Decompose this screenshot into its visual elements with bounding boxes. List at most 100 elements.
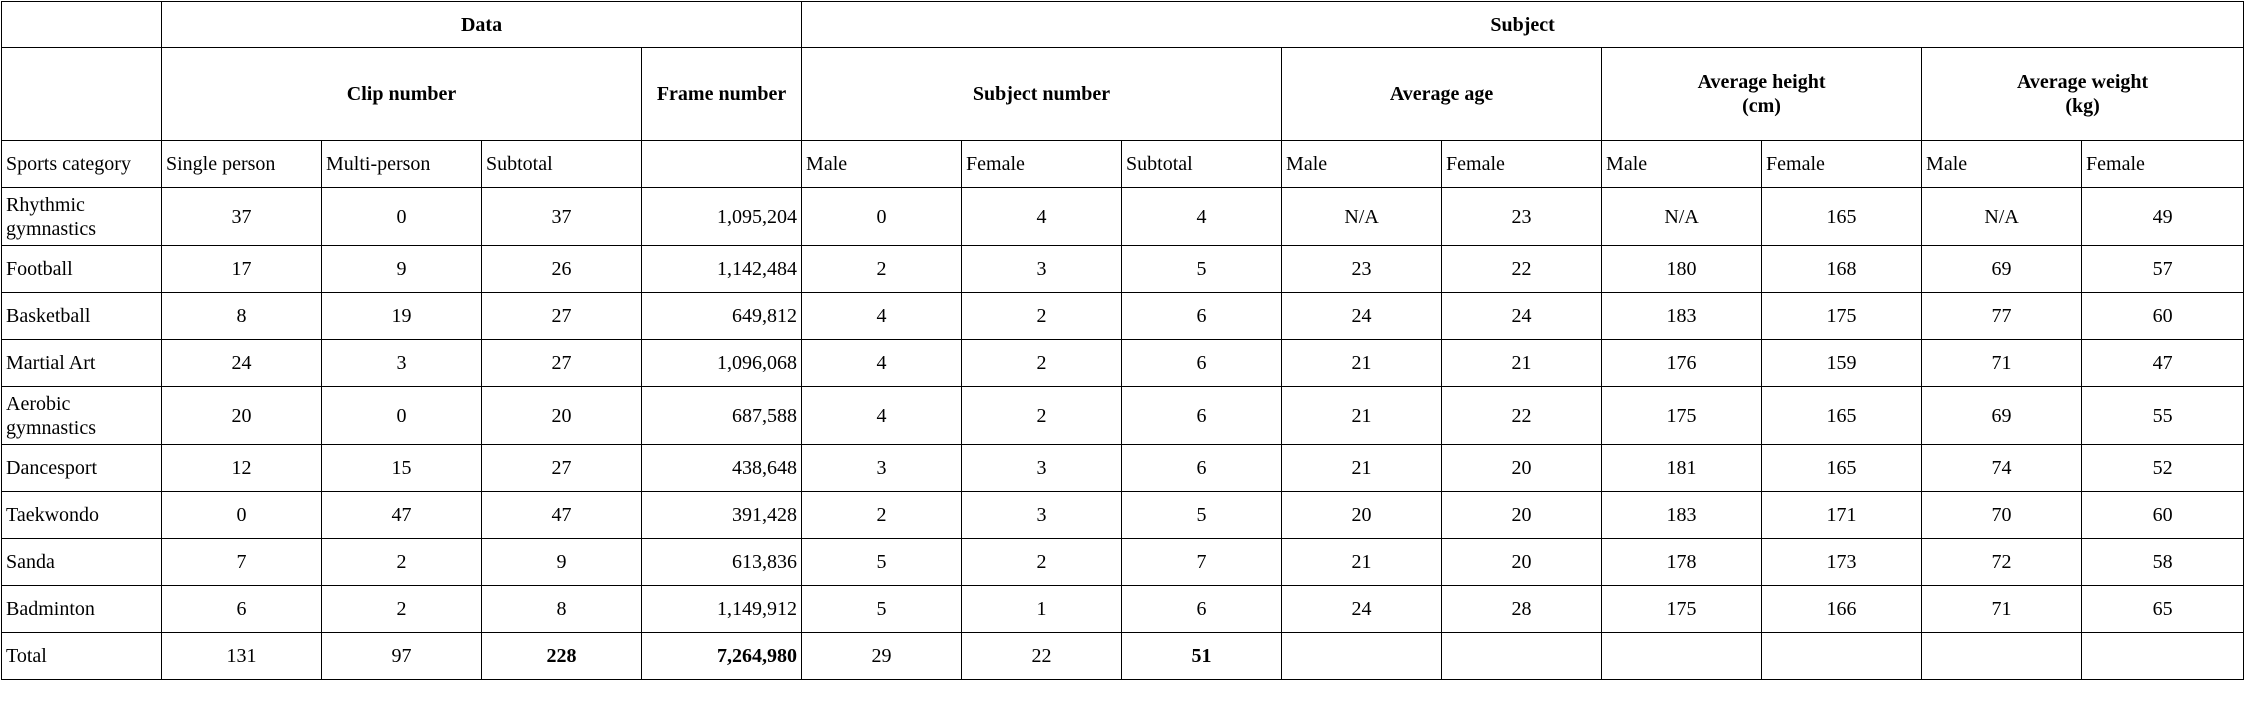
cell-age-female: 23 bbox=[1441, 187, 1603, 246]
cell-total-subtotal: 228 bbox=[481, 632, 642, 680]
cell-weight-female: 60 bbox=[2081, 491, 2244, 539]
cell-single: 0 bbox=[161, 491, 322, 539]
cell-multi: 47 bbox=[321, 491, 482, 539]
cell-single: 12 bbox=[161, 444, 322, 492]
cell-multi: 2 bbox=[321, 538, 482, 586]
header-weight-male: Male bbox=[1921, 140, 2083, 188]
cell-weight-male: 71 bbox=[1921, 585, 2083, 633]
cell-subj-subtotal: 6 bbox=[1121, 585, 1283, 633]
cell-height-female: 166 bbox=[1761, 585, 1923, 633]
cell-age-male: 21 bbox=[1281, 444, 1443, 492]
header-clip-number: Clip number bbox=[161, 47, 642, 141]
table-row: Taekwondo 0 47 47 391,428 2 3 5 20 20 18… bbox=[1, 491, 2244, 539]
cell-category: Rhythmic gymnastics bbox=[1, 187, 162, 246]
cell-total-subj-subtotal: 51 bbox=[1121, 632, 1283, 680]
cell-category: Football bbox=[1, 245, 162, 293]
header-single-person: Single person bbox=[161, 140, 322, 188]
cell-subj-male: 4 bbox=[801, 339, 963, 387]
cell-frames: 438,648 bbox=[640, 444, 803, 492]
cell-multi: 19 bbox=[321, 292, 482, 340]
header-average-height: Average height (cm) bbox=[1601, 47, 1923, 141]
empty-total-cell bbox=[1601, 632, 1763, 680]
cell-subj-male: 5 bbox=[801, 585, 963, 633]
cell-height-female: 165 bbox=[1761, 444, 1923, 492]
cell-height-male: 175 bbox=[1601, 585, 1763, 633]
cell-age-male: N/A bbox=[1281, 187, 1443, 246]
header-multi-person: Multi-person bbox=[321, 140, 482, 188]
cell-age-male: 20 bbox=[1281, 491, 1443, 539]
header-subject-subtotal: Subtotal bbox=[1121, 140, 1283, 188]
cell-subj-female: 1 bbox=[961, 585, 1123, 633]
cell-weight-male: 77 bbox=[1921, 292, 2083, 340]
cell-subj-male: 2 bbox=[801, 245, 963, 293]
cell-multi: 15 bbox=[321, 444, 482, 492]
cell-frames: 1,096,068 bbox=[640, 339, 803, 387]
table-row: Rhythmic gymnastics 37 0 37 1,095,204 0 … bbox=[1, 187, 2244, 246]
cell-weight-female: 60 bbox=[2081, 292, 2244, 340]
header-age-male: Male bbox=[1281, 140, 1443, 188]
cell-subj-male: 4 bbox=[801, 386, 963, 445]
header-subject: Subject bbox=[801, 1, 2244, 48]
empty-corner-cell bbox=[1, 1, 162, 48]
cell-category: Martial Art bbox=[1, 339, 162, 387]
cell-weight-female: 57 bbox=[2081, 245, 2244, 293]
cell-height-female: 173 bbox=[1761, 538, 1923, 586]
cell-subj-male: 3 bbox=[801, 444, 963, 492]
cell-total-multi: 97 bbox=[321, 632, 482, 680]
empty-total-cell bbox=[1921, 632, 2083, 680]
cell-age-female: 22 bbox=[1441, 245, 1603, 293]
cell-weight-male: 70 bbox=[1921, 491, 2083, 539]
empty-corner-cell bbox=[1, 47, 162, 141]
cell-weight-female: 49 bbox=[2081, 187, 2244, 246]
cell-weight-male: 74 bbox=[1921, 444, 2083, 492]
cell-subtotal: 20 bbox=[481, 386, 642, 445]
cell-category: Badminton bbox=[1, 585, 162, 633]
cell-age-male: 21 bbox=[1281, 386, 1443, 445]
cell-total-subj-male: 29 bbox=[801, 632, 963, 680]
cell-subj-subtotal: 6 bbox=[1121, 292, 1283, 340]
header-subject-female: Female bbox=[961, 140, 1123, 188]
cell-subj-subtotal: 5 bbox=[1121, 491, 1283, 539]
cell-age-female: 20 bbox=[1441, 444, 1603, 492]
cell-height-male: 181 bbox=[1601, 444, 1763, 492]
cell-age-female: 22 bbox=[1441, 386, 1603, 445]
cell-single: 7 bbox=[161, 538, 322, 586]
cell-age-male: 24 bbox=[1281, 292, 1443, 340]
cell-single: 37 bbox=[161, 187, 322, 246]
cell-subtotal: 27 bbox=[481, 292, 642, 340]
cell-height-female: 171 bbox=[1761, 491, 1923, 539]
empty-total-cell bbox=[1761, 632, 1923, 680]
cell-category: Aerobic gymnastics bbox=[1, 386, 162, 445]
cell-single: 6 bbox=[161, 585, 322, 633]
cell-multi: 3 bbox=[321, 339, 482, 387]
cell-single: 8 bbox=[161, 292, 322, 340]
cell-subj-female: 3 bbox=[961, 245, 1123, 293]
cell-frames: 687,588 bbox=[640, 386, 803, 445]
cell-multi: 2 bbox=[321, 585, 482, 633]
header-row-groups: Data Subject bbox=[1, 1, 2244, 48]
cell-height-male: 183 bbox=[1601, 491, 1763, 539]
cell-category: Sanda bbox=[1, 538, 162, 586]
cell-weight-male: 72 bbox=[1921, 538, 2083, 586]
cell-subj-male: 4 bbox=[801, 292, 963, 340]
cell-weight-female: 55 bbox=[2081, 386, 2244, 445]
cell-multi: 0 bbox=[321, 386, 482, 445]
header-weight-female: Female bbox=[2081, 140, 2244, 188]
cell-subj-female: 2 bbox=[961, 538, 1123, 586]
table-row: Badminton 6 2 8 1,149,912 5 1 6 24 28 17… bbox=[1, 585, 2244, 633]
cell-single: 24 bbox=[161, 339, 322, 387]
cell-frames: 1,095,204 bbox=[640, 187, 803, 246]
header-average-height-text: Average height (cm) bbox=[1697, 71, 1826, 117]
cell-subj-male: 0 bbox=[801, 187, 963, 246]
cell-height-female: 165 bbox=[1761, 386, 1923, 445]
empty-total-cell bbox=[1441, 632, 1603, 680]
header-subject-male: Male bbox=[801, 140, 963, 188]
cell-subtotal: 8 bbox=[481, 585, 642, 633]
cell-height-female: 175 bbox=[1761, 292, 1923, 340]
cell-subj-subtotal: 5 bbox=[1121, 245, 1283, 293]
cell-height-male: 183 bbox=[1601, 292, 1763, 340]
cell-age-male: 23 bbox=[1281, 245, 1443, 293]
cell-age-female: 20 bbox=[1441, 491, 1603, 539]
cell-height-male: N/A bbox=[1601, 187, 1763, 246]
header-sports-category: Sports category bbox=[1, 140, 162, 188]
